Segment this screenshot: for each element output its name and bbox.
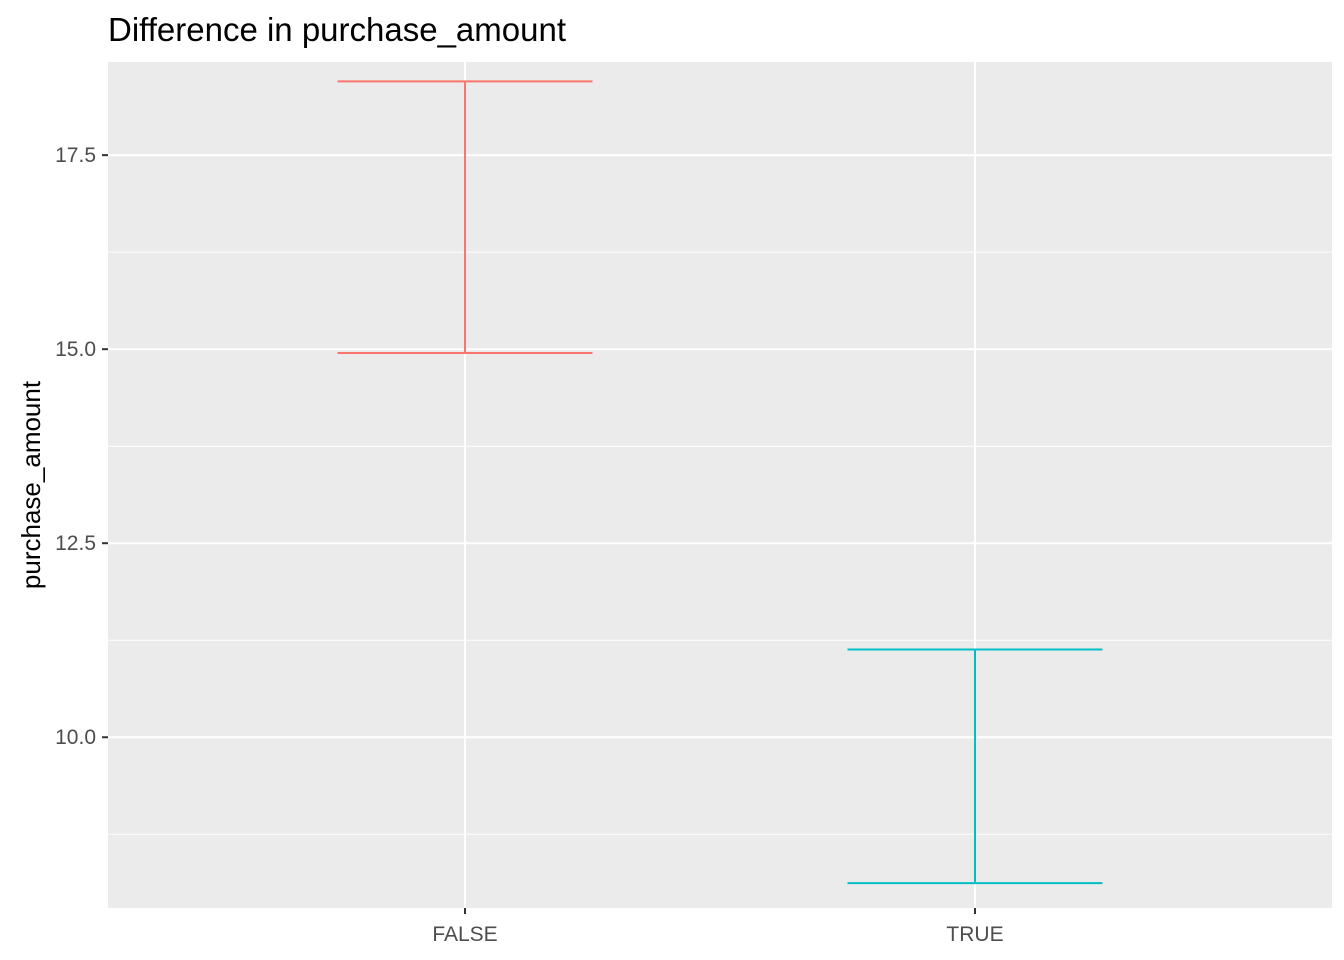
y-tick-label: 12.5 [55,532,96,555]
x-tick-label: TRUE [946,923,1003,946]
x-tick-label: FALSE [432,923,497,946]
plot-panel [108,62,1332,908]
chart-title: Difference in purchase_amount [108,11,566,48]
error-bar-false [337,80,593,355]
y-tick-label: 15.0 [55,338,96,361]
y-tick-label: 17.5 [55,144,96,167]
error-bar-true [847,648,1103,885]
y-axis-label: purchase_amount [16,380,46,589]
minor-gridlines [108,251,1332,835]
y-tick-label: 10.0 [55,726,96,749]
error-bars [337,80,1103,885]
x-axis: FALSE TRUE [432,908,1004,946]
y-axis: 10.0 12.5 15.0 17.5 [55,144,108,749]
